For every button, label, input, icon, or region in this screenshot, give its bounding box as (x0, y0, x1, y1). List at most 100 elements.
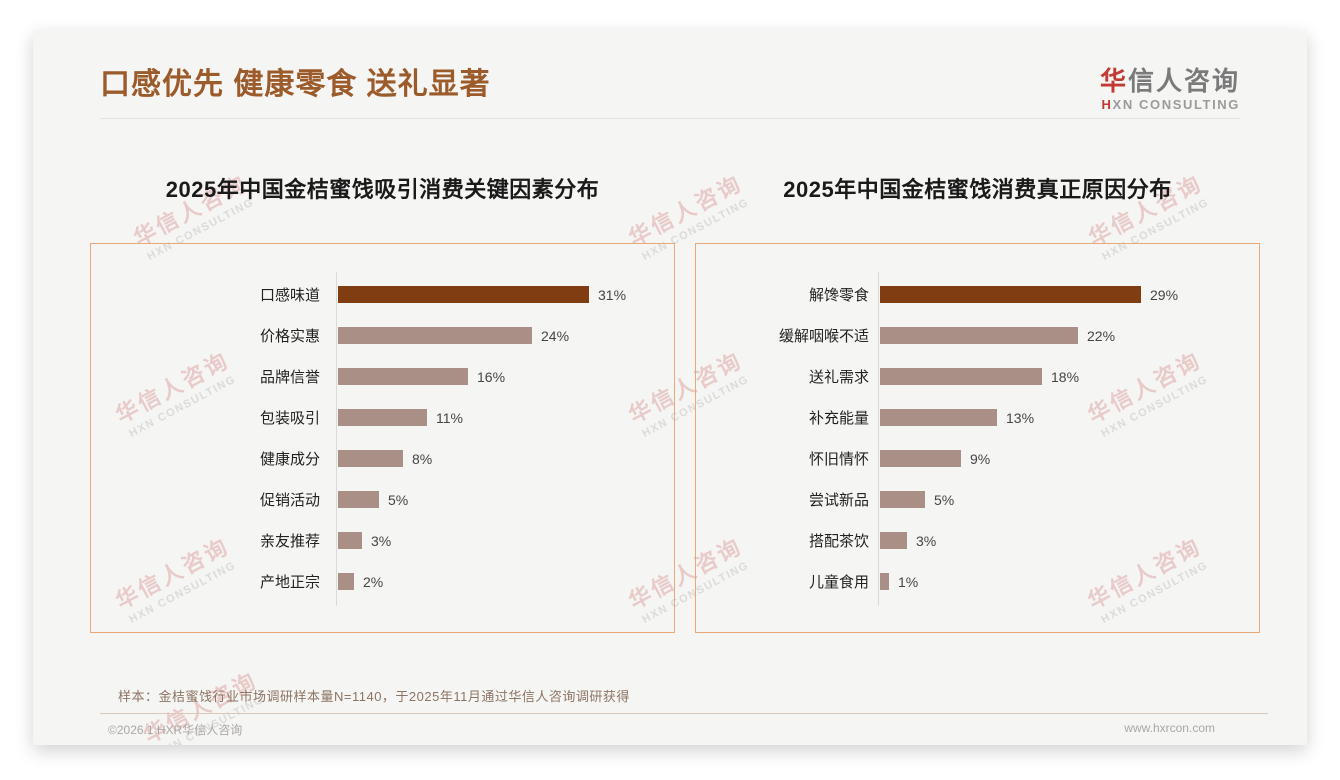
bar-row: 亲友推荐 3% (91, 520, 674, 561)
bar-zone: 13% (878, 397, 1259, 438)
logo-en-rest: XN CONSULTING (1112, 97, 1240, 112)
bar (338, 286, 589, 303)
logo-cn-accent: 华 (1099, 66, 1128, 96)
bar-row: 尝试新品 5% (696, 479, 1259, 520)
bar-row: 健康成分 8% (91, 438, 674, 479)
category-label: 亲友推荐 (259, 533, 320, 550)
bar-row: 缓解咽喉不适 22% (696, 315, 1259, 356)
bar (338, 450, 403, 467)
logo-chinese-name: 华信人咨询 (1100, 68, 1240, 94)
category-label: 儿童食用 (808, 574, 869, 591)
bar-row: 价格实惠 24% (91, 315, 674, 356)
bar (338, 327, 532, 344)
footer-divider (100, 713, 1268, 714)
category-label: 包装吸引 (259, 410, 320, 427)
bar (880, 573, 889, 590)
logo-en-accent: H (1101, 97, 1113, 112)
category-label: 缓解咽喉不适 (778, 328, 869, 345)
category-label: 产地正宗 (259, 574, 320, 591)
bar-value-label: 5% (388, 491, 409, 508)
bar-zone: 29% (878, 274, 1259, 315)
chart-right-panel: 解馋零食 29% 缓解咽喉不适 22% 送礼需求 18% 补充能量 13% 怀旧情怀 9% 尝试新品… (695, 243, 1260, 633)
page-title: 口感优先 健康零食 送礼显著 (100, 68, 491, 101)
website-text: www.hxrcon.com (1124, 721, 1215, 735)
logo-cn-rest: 信人咨询 (1127, 66, 1240, 96)
bar-value-label: 9% (970, 450, 991, 467)
chart-left-axis (336, 272, 337, 606)
bar-value-label: 31% (598, 286, 627, 303)
bar-row: 品牌信誉 16% (91, 356, 674, 397)
chart-right-rows: 解馋零食 29% 缓解咽喉不适 22% 送礼需求 18% 补充能量 13% 怀旧情怀 9% 尝试新品… (696, 274, 1259, 602)
chart-right: 2025年中国金桔蜜饯消费真正原因分布 解馋零食 29% 缓解咽喉不适 22% 送礼需求… (695, 175, 1260, 633)
company-logo: 华信人咨询 HXN CONSULTING (1100, 68, 1240, 111)
category-label: 怀旧情怀 (808, 451, 869, 468)
bar-zone: 2% (336, 561, 674, 602)
bar-zone: 8% (336, 438, 674, 479)
bar-value-label: 13% (1006, 409, 1035, 426)
category-label: 补充能量 (808, 410, 869, 427)
category-label: 价格实惠 (259, 328, 320, 345)
bar-zone: 5% (878, 479, 1259, 520)
sample-footnote: 样本：金桔蜜饯行业市场调研样本量N=1140，于2025年11月通过华信人咨询调… (118, 689, 630, 704)
bar-row: 包装吸引 11% (91, 397, 674, 438)
copyright-text: ©2026.1 HXR华信人咨询 (108, 723, 243, 737)
chart-left-panel: 口感味道 31% 价格实惠 24% 品牌信誉 16% 包装吸引 11% 健康成分 8% 促销活动 5%… (90, 243, 675, 633)
bar-zone: 24% (336, 315, 674, 356)
bar-value-label: 29% (1150, 286, 1179, 303)
bar-row: 产地正宗 2% (91, 561, 674, 602)
bar (338, 368, 468, 385)
bar (880, 327, 1078, 344)
bar (880, 286, 1141, 303)
slide-header: 口感优先 健康零食 送礼显著 华信人咨询 HXN CONSULTING (100, 68, 1240, 111)
category-label: 送礼需求 (808, 369, 869, 386)
category-label: 尝试新品 (808, 492, 869, 509)
bar-row: 搭配茶饮 3% (696, 520, 1259, 561)
bar-row: 解馋零食 29% (696, 274, 1259, 315)
bar (880, 368, 1042, 385)
category-label: 解馋零食 (808, 287, 869, 304)
logo-english-name: HXN CONSULTING (1100, 98, 1240, 111)
bar (338, 491, 379, 508)
charts-area: 2025年中国金桔蜜饯吸引消费关键因素分布 口感味道 31% 价格实惠 24% 品牌信誉… (90, 175, 1260, 633)
bar-value-label: 24% (541, 327, 570, 344)
bar-value-label: 5% (934, 491, 955, 508)
bar (338, 532, 362, 549)
bar-value-label: 16% (477, 368, 506, 385)
bar-zone: 16% (336, 356, 674, 397)
bar-row: 促销活动 5% (91, 479, 674, 520)
bar-zone: 9% (878, 438, 1259, 479)
bar-zone: 31% (336, 274, 674, 315)
bar-zone: 18% (878, 356, 1259, 397)
bar (880, 450, 961, 467)
category-label: 促销活动 (259, 492, 320, 509)
chart-left-rows: 口感味道 31% 价格实惠 24% 品牌信誉 16% 包装吸引 11% 健康成分 8% 促销活动 5%… (91, 274, 674, 602)
bar-zone: 3% (336, 520, 674, 561)
bar-zone: 22% (878, 315, 1259, 356)
bar-value-label: 8% (412, 450, 433, 467)
bar-row: 口感味道 31% (91, 274, 674, 315)
category-label: 口感味道 (259, 287, 320, 304)
bar-value-label: 2% (363, 573, 384, 590)
category-label: 品牌信誉 (259, 369, 320, 386)
bar-row: 儿童食用 1% (696, 561, 1259, 602)
bar-zone: 11% (336, 397, 674, 438)
bar-row: 怀旧情怀 9% (696, 438, 1259, 479)
bar-zone: 1% (878, 561, 1259, 602)
bar (880, 491, 925, 508)
bar-zone: 5% (336, 479, 674, 520)
bar (880, 532, 907, 549)
bar-row: 补充能量 13% (696, 397, 1259, 438)
bar-value-label: 3% (371, 532, 392, 549)
chart-right-axis (878, 272, 879, 606)
bar-value-label: 1% (898, 573, 919, 590)
chart-left: 2025年中国金桔蜜饯吸引消费关键因素分布 口感味道 31% 价格实惠 24% 品牌信誉… (90, 175, 675, 633)
slide-footer: ©2026.1 HXR华信人咨询 www.hxrcon.com (108, 721, 1215, 738)
bar-value-label: 22% (1087, 327, 1116, 344)
category-label: 搭配茶饮 (808, 533, 869, 550)
bar-value-label: 11% (436, 409, 463, 426)
bar (338, 409, 427, 426)
bar-zone: 3% (878, 520, 1259, 561)
bar-row: 送礼需求 18% (696, 356, 1259, 397)
bar-value-label: 3% (916, 532, 937, 549)
